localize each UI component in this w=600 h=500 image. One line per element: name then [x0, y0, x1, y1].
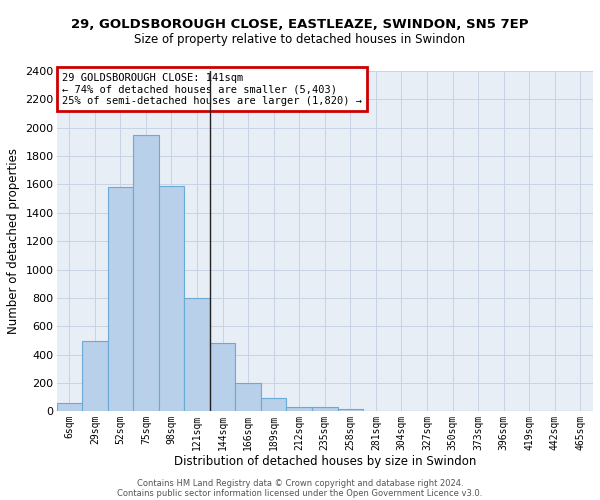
Y-axis label: Number of detached properties: Number of detached properties [7, 148, 20, 334]
Text: Contains HM Land Registry data © Crown copyright and database right 2024.: Contains HM Land Registry data © Crown c… [137, 478, 463, 488]
Bar [312, 408, 338, 412]
Text: 29, GOLDSBOROUGH CLOSE, EASTLEAZE, SWINDON, SN5 7EP: 29, GOLDSBOROUGH CLOSE, EASTLEAZE, SWIND… [71, 18, 529, 30]
Bar [107, 188, 133, 412]
Bar [184, 298, 210, 412]
Bar [210, 344, 235, 411]
Text: Contains public sector information licensed under the Open Government Licence v3: Contains public sector information licen… [118, 488, 482, 498]
Text: Size of property relative to detached houses in Swindon: Size of property relative to detached ho… [134, 32, 466, 46]
Bar [82, 340, 107, 411]
Bar [286, 406, 312, 412]
Bar [235, 383, 261, 412]
X-axis label: Distribution of detached houses by size in Swindon: Distribution of detached houses by size … [173, 455, 476, 468]
Bar [338, 408, 363, 412]
Bar [56, 403, 82, 411]
Bar [159, 186, 184, 412]
Bar [133, 135, 159, 411]
Bar [261, 398, 286, 411]
Text: 29 GOLDSBOROUGH CLOSE: 141sqm
← 74% of detached houses are smaller (5,403)
25% o: 29 GOLDSBOROUGH CLOSE: 141sqm ← 74% of d… [62, 72, 362, 106]
